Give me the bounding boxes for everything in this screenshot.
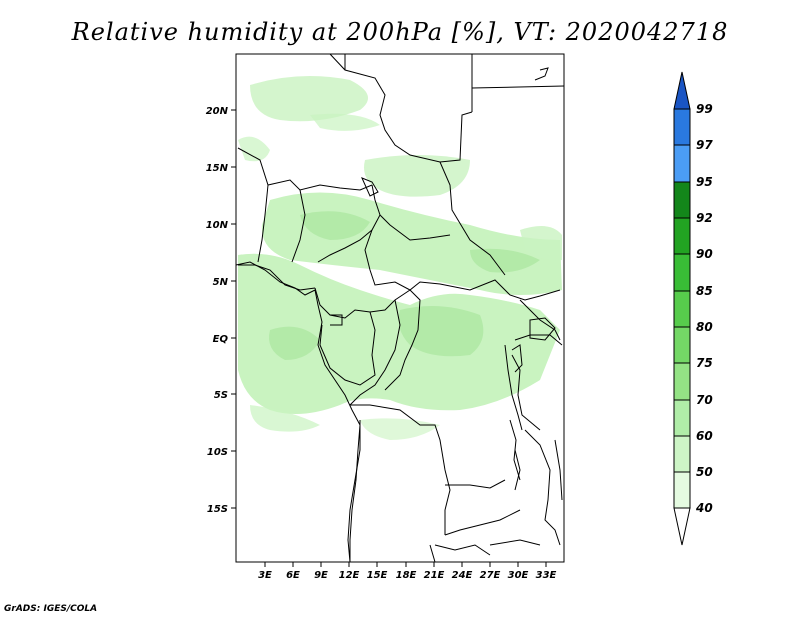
lon-label: 30E xyxy=(508,570,529,581)
lat-labels: 20N 15N 10N 5N EQ 5S 10S 15S xyxy=(206,106,229,515)
lon-label: 15E xyxy=(367,570,388,581)
colorbar-segment-70 xyxy=(673,362,691,401)
colorbar-segment-50 xyxy=(673,435,691,473)
lon-label: 33E xyxy=(536,570,557,581)
lat-label: 20N xyxy=(206,106,229,117)
lon-label: 27E xyxy=(480,570,501,581)
colorbar-label: 80 xyxy=(696,320,713,334)
colorbar-segment-60 xyxy=(673,399,691,437)
colorbar-segment-80 xyxy=(673,290,691,328)
lat-label: 5N xyxy=(213,277,229,288)
lat-label: 10S xyxy=(207,447,228,458)
colorbar-label: 92 xyxy=(696,211,713,225)
lon-label: 6E xyxy=(286,570,300,581)
lon-label: 12E xyxy=(339,570,360,581)
colorbar-low-arrow xyxy=(673,507,691,546)
colorbar xyxy=(673,71,691,546)
colorbar-high-arrow xyxy=(673,71,691,110)
country-borders xyxy=(237,53,565,563)
map-panel xyxy=(235,53,565,563)
map-frame xyxy=(235,53,565,563)
lon-label: 24E xyxy=(452,570,473,581)
lat-label: 5S xyxy=(214,390,228,401)
colorbar-segment-40 xyxy=(673,471,691,509)
lon-label: 18E xyxy=(396,570,417,581)
lat-axis xyxy=(231,109,236,509)
colorbar-label: 95 xyxy=(696,175,713,189)
coastline xyxy=(235,67,556,562)
colorbar-segment-95 xyxy=(673,144,691,183)
colorbar-label: 60 xyxy=(696,429,713,443)
lat-label: EQ xyxy=(213,334,229,345)
lon-labels: 3E 6E 9E 12E 15E 18E 21E 24E 27E 30E 33E xyxy=(258,570,556,581)
colorbar-segment-90 xyxy=(673,217,691,255)
colorbar-segment-97 xyxy=(673,108,691,146)
map-title: Relative humidity at 200hPa [%], VT: 202… xyxy=(71,18,729,46)
colorbar-segment-85 xyxy=(673,253,691,292)
lon-axis xyxy=(264,562,547,567)
colorbar-label: 40 xyxy=(696,501,713,515)
colorbar-segment-75 xyxy=(673,326,691,364)
colorbar-label: 50 xyxy=(696,465,713,479)
grads-credit: GrADS: IGES/COLA xyxy=(4,604,98,614)
lat-label: 10N xyxy=(206,220,229,231)
colorbar-label: 99 xyxy=(696,102,713,116)
colorbar-label: 75 xyxy=(696,356,713,370)
colorbar-label: 97 xyxy=(696,138,713,152)
colorbar-label: 70 xyxy=(696,393,713,407)
colorbar-label: 85 xyxy=(696,284,713,298)
colorbar-label: 90 xyxy=(696,247,713,261)
lat-label: 15S xyxy=(207,504,228,515)
lon-label: 3E xyxy=(258,570,272,581)
humidity-shading-dense xyxy=(269,211,540,360)
lat-label: 15N xyxy=(206,163,229,174)
lon-label: 9E xyxy=(314,570,328,581)
colorbar-segment-92 xyxy=(673,181,691,219)
lon-label: 21E xyxy=(424,570,445,581)
